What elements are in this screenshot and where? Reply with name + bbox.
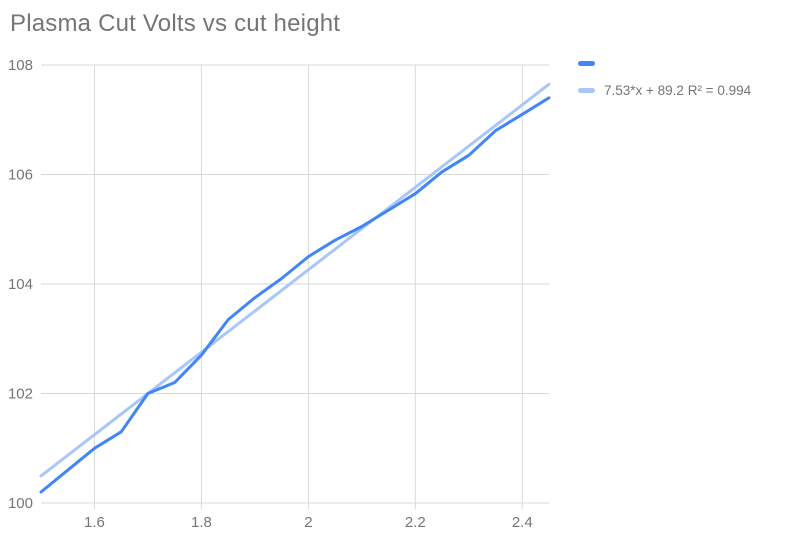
x-tick-label: 1.6 xyxy=(84,514,105,531)
y-tick-label: 102 xyxy=(8,386,33,403)
y-tick-label: 108 xyxy=(8,57,33,74)
y-tick-label: 104 xyxy=(8,276,33,293)
x-tick-label: 2 xyxy=(304,514,312,531)
legend: 7.53*x + 89.2 R² = 0.994 xyxy=(578,54,751,99)
series-line xyxy=(39,96,551,494)
trendline-swatch-icon xyxy=(578,87,595,93)
legend-item-series xyxy=(578,54,751,72)
legend-item-trendline: 7.53*x + 89.2 R² = 0.994 xyxy=(578,81,751,99)
y-tick-label: 106 xyxy=(8,167,33,184)
x-tick-label: 2.2 xyxy=(405,514,426,531)
chart-title: Plasma Cut Volts vs cut height xyxy=(10,10,341,37)
trendline xyxy=(39,82,551,478)
y-tick-label: 100 xyxy=(8,495,33,512)
trendline-equation-label: 7.53*x + 89.2 R² = 0.994 xyxy=(604,82,752,98)
series-swatch-icon xyxy=(578,60,595,66)
x-tick-label: 2.4 xyxy=(512,514,533,531)
x-tick-label: 1.8 xyxy=(191,514,212,531)
